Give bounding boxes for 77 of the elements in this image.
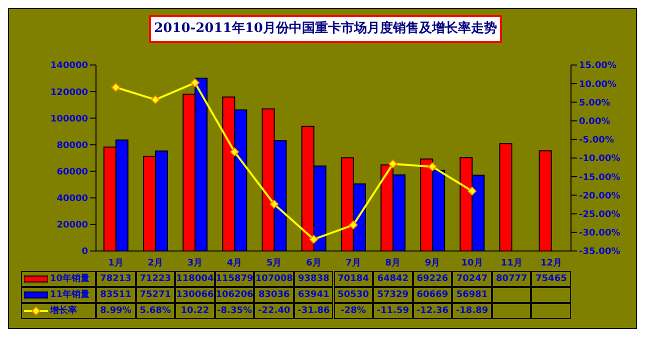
x-tick-label: 1月 (108, 257, 124, 268)
point (348, 220, 358, 230)
data-label: 64842 (373, 271, 413, 287)
data-label: 60669 (412, 287, 452, 303)
data-label: 69226 (412, 271, 452, 287)
point (428, 162, 437, 172)
y-tick-label: 100000 (50, 114, 88, 124)
y2-tick-label: -35.00% (579, 247, 620, 258)
point (230, 147, 240, 156)
y2-tick-label: 10.00% (579, 80, 616, 90)
data-label: 75271 (136, 287, 176, 303)
data-label: 115879 (214, 271, 254, 287)
x-tick-label: 12月 (540, 257, 562, 268)
data-label: -12.36 (412, 303, 452, 319)
data-label: 130066 (175, 287, 215, 303)
point (111, 82, 120, 92)
point (150, 95, 160, 104)
data-label: 93838 (294, 271, 334, 287)
y-tick-label: 140000 (50, 61, 88, 72)
x-tick-label: 3月 (187, 257, 203, 268)
x-tick-label: 9月 (424, 257, 440, 268)
legend-label: 11年销量 (50, 288, 90, 302)
data-label: 63941 (294, 287, 334, 303)
data-label: 50530 (334, 287, 374, 303)
y-tick-label: 0 (82, 247, 88, 258)
x-tick-label: 11月 (500, 257, 522, 268)
data-label: 56981 (452, 287, 492, 303)
y-tick-label: 80000 (56, 140, 88, 151)
x-tick-label: 6月 (306, 257, 322, 268)
data-label: 71223 (136, 271, 176, 287)
data-label: 83511 (96, 287, 136, 303)
legend-label: 增长率 (50, 304, 77, 318)
y2-tick-label: 15.00% (579, 61, 616, 72)
data-label: 5.68% (136, 303, 176, 319)
y-tick-label: 60000 (56, 167, 88, 178)
point (468, 186, 477, 196)
data-label: 70247 (452, 271, 492, 287)
data-label: -31.86 (294, 303, 334, 319)
y2-tick-label: -10.00% (579, 154, 620, 164)
data-label: 70184 (334, 271, 374, 287)
x-tick-label: 10月 (461, 257, 483, 268)
y-tick-label: 120000 (50, 88, 88, 98)
data-label: -28% (334, 303, 374, 319)
y2-tick-label: 5.00% (579, 98, 610, 108)
data-label: 83036 (254, 287, 294, 303)
y2-tick-label: -15.00% (579, 172, 620, 183)
data-label: 8.99% (96, 303, 136, 319)
point (309, 234, 318, 244)
data-label: 107008 (254, 271, 294, 287)
data-label: -8.35% (214, 303, 254, 319)
y2-tick-label: -30.00% (579, 228, 620, 239)
data-label: -22.40 (254, 303, 294, 319)
y2-tick-label: -20.00% (579, 191, 620, 202)
point (388, 159, 398, 168)
data-label: -18.89 (452, 303, 492, 319)
y2-tick-label: 0.00% (579, 116, 610, 127)
y-tick-label: 40000 (56, 194, 88, 204)
x-tick-label: 4月 (226, 257, 242, 268)
x-tick-label: 2月 (148, 257, 164, 268)
legend-label: 10年销量 (50, 272, 90, 286)
y2-tick-label: -5.00% (579, 136, 614, 146)
data-label: 75465 (531, 271, 571, 287)
x-tick-label: 7月 (346, 257, 361, 268)
chart-title: 2010-2011年10月份中国重卡市场月度销售及增长率走势 (149, 15, 502, 43)
data-label: 57329 (373, 287, 413, 303)
data-label: 10.22 (175, 303, 215, 319)
data-label: 78213 (96, 271, 136, 287)
data-label: 80777 (492, 271, 532, 287)
data-label: 118004 (175, 271, 215, 287)
y-tick-label: 20000 (56, 220, 88, 231)
point (190, 78, 200, 88)
point (270, 200, 279, 209)
x-tick-label: 5月 (266, 257, 282, 268)
data-label: -11.59 (373, 303, 413, 319)
y2-tick-label: -25.00% (579, 210, 620, 220)
x-tick-label: 8月 (385, 257, 401, 268)
data-label: 106206 (214, 287, 254, 303)
